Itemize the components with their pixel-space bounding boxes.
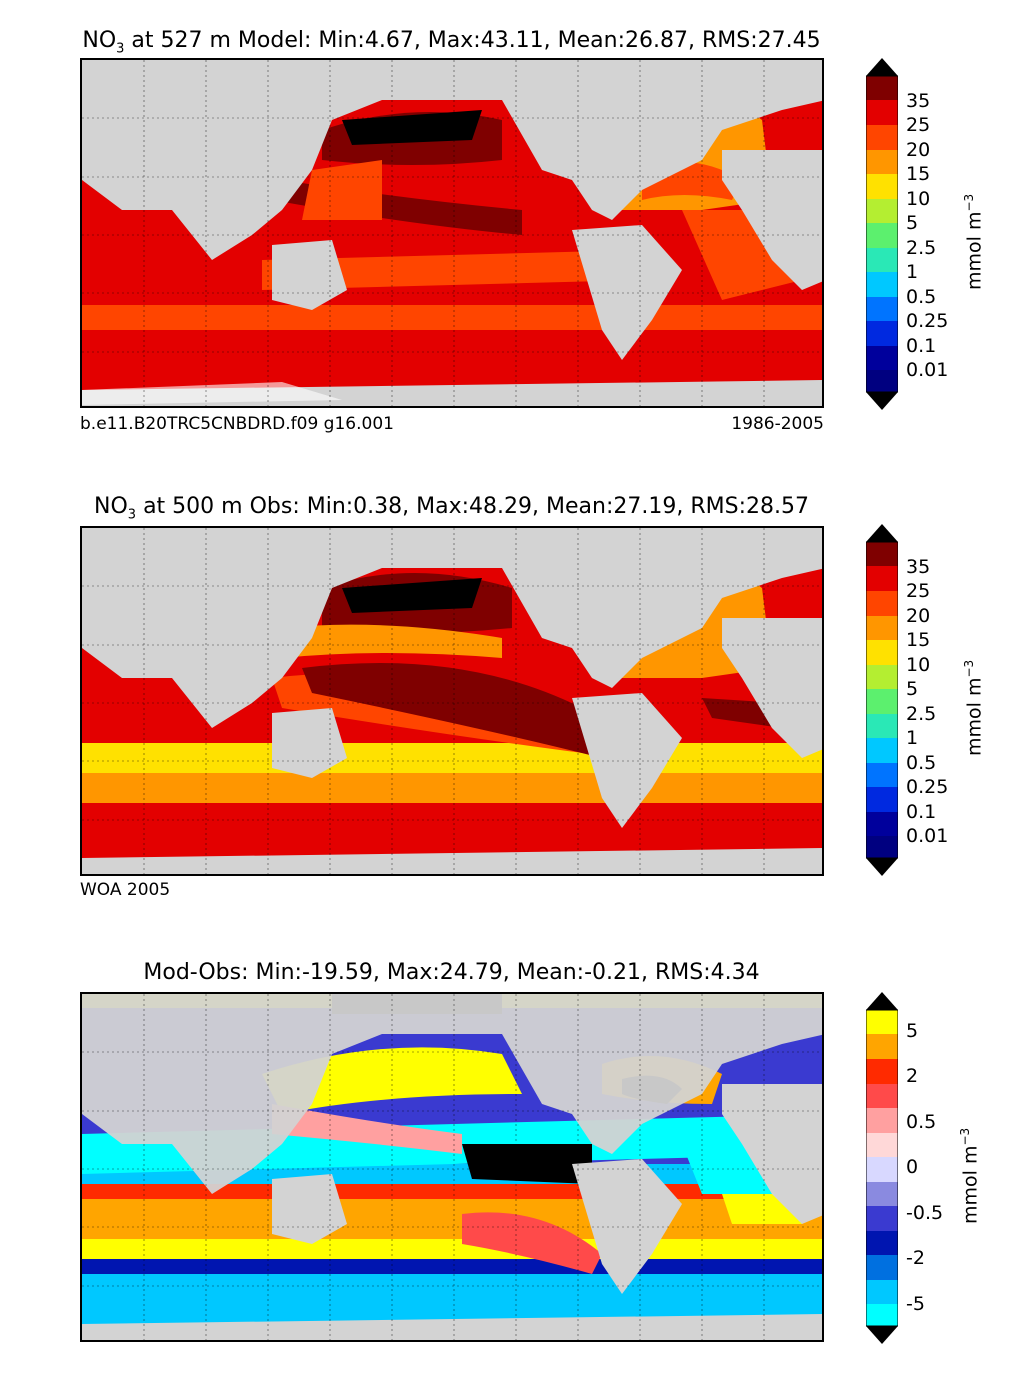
cb3-tick: 5 (906, 1020, 919, 1042)
cb3-tick: 0 (906, 1156, 919, 1178)
cb2-tick: 2.5 (906, 703, 937, 725)
cb1-units: mmol m−3 (962, 193, 986, 290)
cb2-tick: 35 (906, 556, 931, 578)
obs-source-label: WOA 2005 (80, 880, 171, 900)
cb2-tick: 5 (906, 678, 919, 700)
cb1-tick: 0.1 (906, 335, 937, 357)
cb1-tick: 25 (906, 114, 931, 136)
colorbar-2 (866, 524, 898, 876)
cb1-tick: 15 (906, 163, 931, 185)
cb1-tick: 35 (906, 90, 931, 112)
cb1-tick: 0.01 (906, 359, 949, 381)
cb1-tick: 10 (906, 188, 931, 210)
cb1-tick: 2.5 (906, 237, 937, 259)
model-years-label: 1986-2005 (731, 414, 824, 434)
cb1-tick: 20 (906, 139, 931, 161)
cb3-tick: -2 (906, 1247, 925, 1269)
cb2-tick: 15 (906, 629, 931, 651)
observed-nitrate-map (80, 526, 824, 876)
cb1-tick: 0.5 (906, 286, 937, 308)
cb2-tick: 20 (906, 605, 931, 627)
cb1-tick: 1 (906, 261, 919, 283)
cb3-tick: 2 (906, 1065, 919, 1087)
panel-2-title: NO3 at 500 m Obs: Min:0.38, Max:48.29, M… (94, 494, 809, 523)
cb2-tick: 1 (906, 727, 919, 749)
cb2-tick: 0.1 (906, 801, 937, 823)
panel-3-title: Mod-Obs: Min:-19.59, Max:24.79, Mean:-0.… (143, 960, 760, 985)
cb1-tick: 0.25 (906, 310, 949, 332)
cb1-tick: 5 (906, 212, 919, 234)
panel-1-title: NO3 at 527 m Model: Min:4.67, Max:43.11,… (82, 28, 821, 57)
colorbar-1 (866, 58, 898, 410)
cb2-tick: 0.5 (906, 752, 937, 774)
model-nitrate-map (80, 58, 824, 408)
cb3-units: mmol m−3 (958, 1127, 982, 1224)
cb2-units: mmol m−3 (962, 659, 986, 756)
cb3-tick: -5 (906, 1293, 925, 1315)
cb2-tick: 0.01 (906, 825, 949, 847)
cb2-tick: 10 (906, 654, 931, 676)
cb2-tick: 0.25 (906, 776, 949, 798)
cb3-tick: -0.5 (906, 1202, 944, 1224)
model-minus-obs-map (80, 992, 824, 1342)
model-run-label: b.e11.B20TRC5CNBDRD.f09 g16.001 (80, 414, 394, 434)
cb3-tick: 0.5 (906, 1111, 937, 1133)
cb2-tick: 25 (906, 580, 931, 602)
colorbar-3 (866, 992, 898, 1344)
